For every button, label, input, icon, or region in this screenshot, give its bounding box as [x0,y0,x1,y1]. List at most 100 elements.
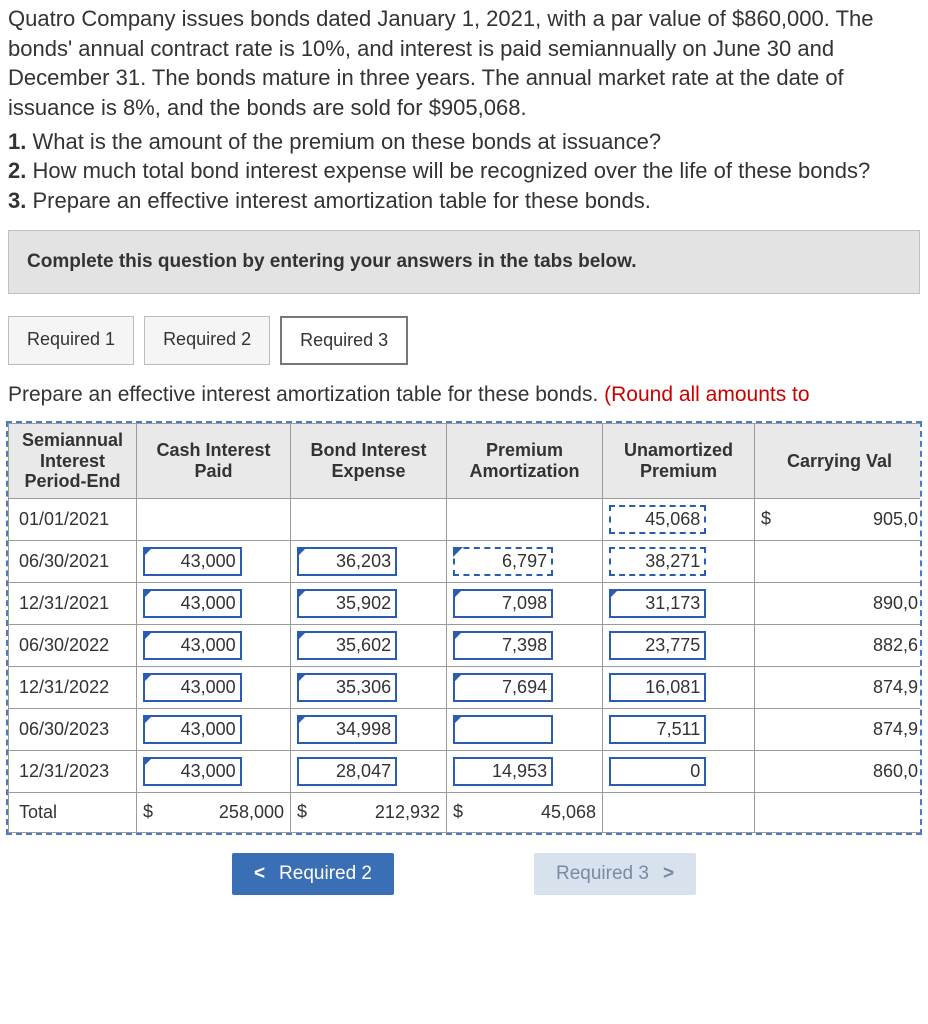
cell-value: 212,932 [297,802,440,823]
questions-list: 1. What is the amount of the premium on … [0,123,928,230]
input-cell[interactable]: 34,998 [297,715,397,744]
chevron-left-icon: < [254,863,265,885]
cell-value: 860,0 [761,761,918,782]
question-1: 1. What is the amount of the premium on … [8,127,920,157]
bond-interest-expense[interactable]: 34,998 [291,708,447,750]
tab-required-1[interactable]: Required 1 [8,316,134,365]
carrying-value: 882,6 [755,624,923,666]
cell-value: 882,6 [761,635,918,656]
input-cell[interactable]: 7,511 [609,715,706,744]
carrying-value: $905,0 [755,498,923,540]
period-end: 01/01/2021 [9,498,137,540]
unamortized-premium[interactable]: 16,081 [603,666,755,708]
carrying-value [755,540,923,582]
premium-amortization[interactable] [447,708,603,750]
table-row: 12/31/202343,000 28,047 14,953 0 860,0 [9,750,923,792]
period-end: 12/31/2023 [9,750,137,792]
input-cell[interactable]: 16,081 [609,673,706,702]
premium-amortization[interactable]: 7,398 [447,624,603,666]
period-end: 06/30/2023 [9,708,137,750]
table-row: 01/01/2021 $45,068$905,0 [9,498,923,540]
unamortized-premium[interactable]: 7,511 [603,708,755,750]
next-button[interactable]: Required 3 > [534,853,696,895]
col-header-3: Premium Amortization [447,423,603,498]
input-cell[interactable]: 31,173 [609,589,706,618]
problem-intro: Quatro Company issues bonds dated Januar… [0,0,928,123]
input-cell[interactable]: 36,203 [297,547,397,576]
input-cell[interactable]: 43,000 [143,631,242,660]
unamortized-premium[interactable]: 23,775 [603,624,755,666]
premium-amortization[interactable]: $6,797 [447,540,603,582]
input-cell[interactable]: 35,902 [297,589,397,618]
instruction-note: (Round all amounts to [604,383,809,406]
bond-interest-expense[interactable]: 35,306 [291,666,447,708]
carrying-value: 890,0 [755,582,923,624]
premium-amortization[interactable]: 7,694 [447,666,603,708]
table-row: 06/30/202343,000 34,998 7,511 874,9 [9,708,923,750]
bond-interest-expense[interactable]: 35,902 [291,582,447,624]
premium-amortization [447,498,603,540]
question-num: 2. [8,158,32,183]
next-label: Required 3 [556,863,649,885]
unamortized-premium[interactable]: 0 [603,750,755,792]
tab-instruction: Prepare an effective interest amortizati… [0,365,928,415]
input-cell[interactable]: 7,098 [453,589,553,618]
input-cell[interactable]: 6,797 [453,547,553,576]
unamortized-premium [603,792,755,832]
period-end: 12/31/2022 [9,666,137,708]
bond-interest-expense[interactable]: $36,203 [291,540,447,582]
cell-value: 905,0 [761,509,918,530]
tab-required-3[interactable]: Required 3 [280,316,408,365]
tab-required-2[interactable]: Required 2 [144,316,270,365]
period-end: 12/31/2021 [9,582,137,624]
bond-interest-expense[interactable]: 35,602 [291,624,447,666]
input-cell[interactable]: 43,000 [143,673,242,702]
input-cell[interactable]: 45,068 [609,505,706,534]
input-cell[interactable]: 0 [609,757,706,786]
carrying-value: 874,9 [755,708,923,750]
currency-symbol: $ [143,802,153,823]
premium-amortization[interactable]: 14,953 [447,750,603,792]
instruction-bar: Complete this question by entering your … [8,230,920,294]
cash-interest-paid: $258,000 [137,792,291,832]
input-cell[interactable]: 43,000 [143,715,242,744]
cash-interest-paid[interactable]: 43,000 [137,750,291,792]
col-header-2: Bond Interest Expense [291,423,447,498]
amortization-table: Semiannual Interest Period-EndCash Inter… [8,423,922,833]
bond-interest-expense: $212,932 [291,792,447,832]
unamortized-premium[interactable]: $45,068 [603,498,755,540]
input-cell[interactable]: 7,398 [453,631,553,660]
question-text: What is the amount of the premium on the… [32,129,661,154]
cash-interest-paid[interactable]: $43,000 [137,540,291,582]
input-cell[interactable]: 23,775 [609,631,706,660]
input-cell[interactable]: 43,000 [143,589,242,618]
input-cell[interactable]: 43,000 [143,547,242,576]
unamortized-premium[interactable]: 31,173 [603,582,755,624]
prev-button[interactable]: < Required 2 [232,853,394,895]
col-header-4: Unamortized Premium [603,423,755,498]
input-cell[interactable]: 38,271 [609,547,706,576]
carrying-value: 860,0 [755,750,923,792]
input-cell[interactable] [453,715,553,744]
unamortized-premium[interactable]: 38,271 [603,540,755,582]
cash-interest-paid [137,498,291,540]
input-cell[interactable]: 14,953 [453,757,553,786]
input-cell[interactable]: 35,306 [297,673,397,702]
premium-amortization[interactable]: 7,098 [447,582,603,624]
question-text: Prepare an effective interest amortizati… [32,188,650,213]
cash-interest-paid[interactable]: 43,000 [137,582,291,624]
cash-interest-paid[interactable]: 43,000 [137,666,291,708]
premium-amortization: $45,068 [447,792,603,832]
input-cell[interactable]: 28,047 [297,757,397,786]
bond-interest-expense[interactable]: 28,047 [291,750,447,792]
cell-value: 890,0 [761,593,918,614]
input-cell[interactable]: 43,000 [143,757,242,786]
chevron-right-icon: > [663,863,674,885]
table-row: Total$258,000$212,932$45,068 [9,792,923,832]
cash-interest-paid[interactable]: 43,000 [137,624,291,666]
input-cell[interactable]: 7,694 [453,673,553,702]
question-text: How much total bond interest expense wil… [32,158,870,183]
period-end: 06/30/2022 [9,624,137,666]
input-cell[interactable]: 35,602 [297,631,397,660]
cash-interest-paid[interactable]: 43,000 [137,708,291,750]
